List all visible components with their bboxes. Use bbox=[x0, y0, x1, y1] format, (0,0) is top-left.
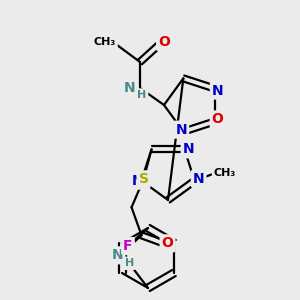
Text: N: N bbox=[176, 123, 187, 136]
Text: O: O bbox=[162, 236, 173, 250]
Text: N: N bbox=[112, 248, 123, 262]
Text: O: O bbox=[158, 35, 170, 49]
Text: CH₃: CH₃ bbox=[214, 168, 236, 178]
Text: O: O bbox=[212, 112, 224, 127]
Text: H: H bbox=[137, 90, 147, 100]
Text: N: N bbox=[183, 142, 194, 156]
Text: H: H bbox=[125, 258, 134, 268]
Text: F: F bbox=[123, 239, 133, 253]
Text: N: N bbox=[124, 81, 136, 95]
Text: CH₃: CH₃ bbox=[94, 37, 116, 47]
Text: N: N bbox=[193, 172, 204, 186]
Text: S: S bbox=[139, 172, 148, 186]
Text: N: N bbox=[212, 83, 224, 98]
Text: N: N bbox=[132, 174, 143, 188]
